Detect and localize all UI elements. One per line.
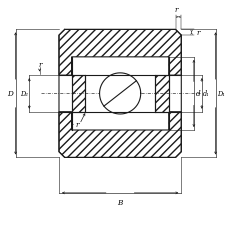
Polygon shape: [154, 76, 168, 112]
Polygon shape: [59, 30, 180, 76]
Polygon shape: [59, 112, 180, 158]
Text: d: d: [195, 90, 199, 98]
Text: D₂: D₂: [19, 90, 27, 98]
Polygon shape: [99, 74, 140, 114]
Text: r: r: [196, 29, 199, 37]
Text: D: D: [7, 90, 13, 98]
Polygon shape: [71, 76, 85, 112]
Text: d₁: d₁: [202, 90, 208, 98]
Text: r: r: [174, 6, 177, 14]
Text: r: r: [39, 60, 42, 68]
Text: B: B: [117, 198, 122, 206]
Text: D₁: D₁: [216, 90, 224, 98]
Text: r: r: [75, 121, 79, 129]
